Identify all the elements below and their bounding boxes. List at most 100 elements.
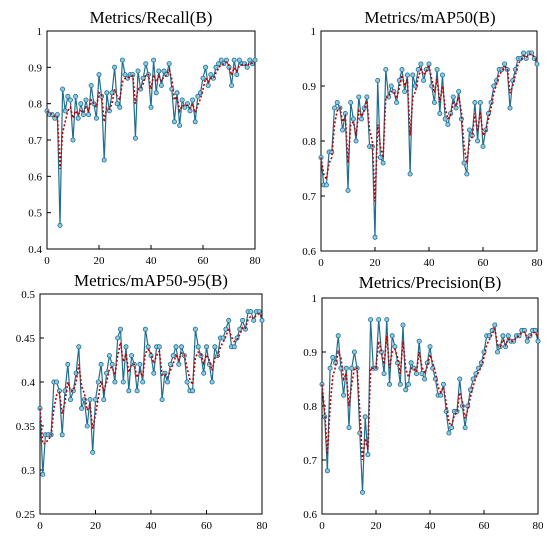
data-point: [359, 489, 365, 495]
data-point: [380, 160, 386, 166]
x-tick-label: 60: [201, 520, 213, 532]
data-point: [466, 127, 472, 133]
data-point: [190, 97, 196, 103]
chart-title: Metrics/mAP50(B): [364, 8, 495, 27]
data-point: [112, 379, 118, 385]
data-point: [213, 64, 219, 70]
data-point: [439, 72, 445, 78]
data-point: [251, 317, 257, 323]
series-line-smooth: [46, 61, 256, 170]
data-point: [83, 97, 89, 103]
data-point: [78, 101, 84, 107]
data-point: [212, 344, 218, 350]
data-point: [368, 317, 374, 323]
data-point: [500, 333, 506, 339]
data-point: [229, 83, 235, 89]
data-point: [79, 405, 85, 411]
data-point: [192, 119, 198, 125]
data-point: [54, 379, 60, 385]
data-point: [340, 127, 346, 133]
data-point: [218, 57, 224, 63]
data-point: [184, 379, 190, 385]
data-point: [174, 90, 180, 96]
y-tick-label: 0.4: [28, 244, 42, 256]
series-line-smooth: [39, 312, 263, 445]
data-point: [377, 154, 383, 160]
data-point: [151, 370, 157, 376]
data-point: [65, 93, 71, 99]
chart-panel-recall: Metrics/Recall(B) 0.4 0.5 0.6 0.7 0.8 0.9 1 0 20 4…: [28, 8, 261, 267]
y-tick-label: 0.3: [21, 465, 35, 477]
data-point: [86, 112, 92, 118]
data-point: [356, 94, 362, 100]
data-point: [117, 104, 123, 110]
data-point: [405, 381, 411, 387]
data-point: [477, 100, 483, 106]
y-tick-label: 1: [312, 293, 318, 305]
data-point: [331, 105, 337, 111]
data-point: [407, 171, 413, 177]
data-point: [216, 61, 222, 67]
data-point: [179, 97, 185, 103]
x-tick-label: 0: [44, 255, 50, 267]
data-point: [118, 326, 124, 332]
data-point: [205, 83, 211, 89]
data-point: [231, 57, 237, 63]
data-point: [467, 387, 473, 393]
data-point: [364, 94, 370, 100]
y-tick-label: 0.9: [302, 81, 316, 93]
x-tick-label: 40: [424, 257, 436, 269]
chart-panel-precision: Metrics/Precision(B) 0.6 0.7 0.8 0.9 1 0 20 40 60…: [303, 273, 544, 532]
data-point: [159, 397, 165, 403]
data-point: [259, 317, 265, 323]
y-tick-label: 0.7: [303, 455, 317, 467]
data-point: [351, 349, 357, 355]
data-point: [151, 57, 157, 63]
data-point: [457, 376, 463, 382]
data-point: [524, 338, 530, 344]
x-tick-label: 60: [479, 520, 491, 532]
data-point: [126, 388, 132, 394]
data-point: [135, 68, 141, 74]
data-point: [65, 361, 71, 367]
data-point: [346, 425, 352, 431]
data-point: [383, 67, 389, 73]
data-point: [507, 105, 513, 111]
data-point: [492, 322, 498, 328]
data-point: [330, 354, 336, 360]
data-point: [148, 104, 154, 110]
y-tick-label: 0.5: [21, 289, 35, 301]
data-point: [132, 135, 138, 141]
data-point: [341, 392, 347, 398]
data-point: [234, 72, 240, 78]
x-tick-label: 80: [250, 255, 262, 267]
data-point: [187, 108, 193, 114]
data-point: [87, 397, 93, 403]
y-tick-label: 1: [37, 26, 43, 38]
series-line-smooth: [320, 53, 538, 202]
series-line-smooth: [321, 326, 539, 461]
data-point: [494, 349, 500, 355]
y-tick-label: 0.4: [21, 377, 35, 389]
x-tick-label: 20: [370, 257, 382, 269]
data-point: [220, 335, 226, 341]
data-point: [456, 89, 462, 95]
chart-title: Metrics/mAP50-95(B): [74, 271, 228, 290]
data-point: [449, 425, 455, 431]
data-point: [96, 72, 102, 78]
data-point: [323, 182, 329, 188]
data-point: [362, 414, 368, 420]
data-point: [104, 90, 110, 96]
y-tick-label: 0.9: [303, 347, 317, 359]
data-point: [240, 317, 246, 323]
data-point: [358, 116, 364, 122]
data-point: [173, 344, 179, 350]
chart-panel-map50-95: Metrics/mAP50-95(B) 0.25 0.3 0.35 0.4 0.45 0.5…: [16, 271, 268, 532]
data-point: [112, 64, 118, 70]
data-point: [98, 361, 104, 367]
data-point: [129, 353, 135, 359]
data-point: [427, 344, 433, 350]
data-point: [437, 111, 443, 117]
data-point: [226, 317, 232, 323]
data-point: [475, 138, 481, 144]
